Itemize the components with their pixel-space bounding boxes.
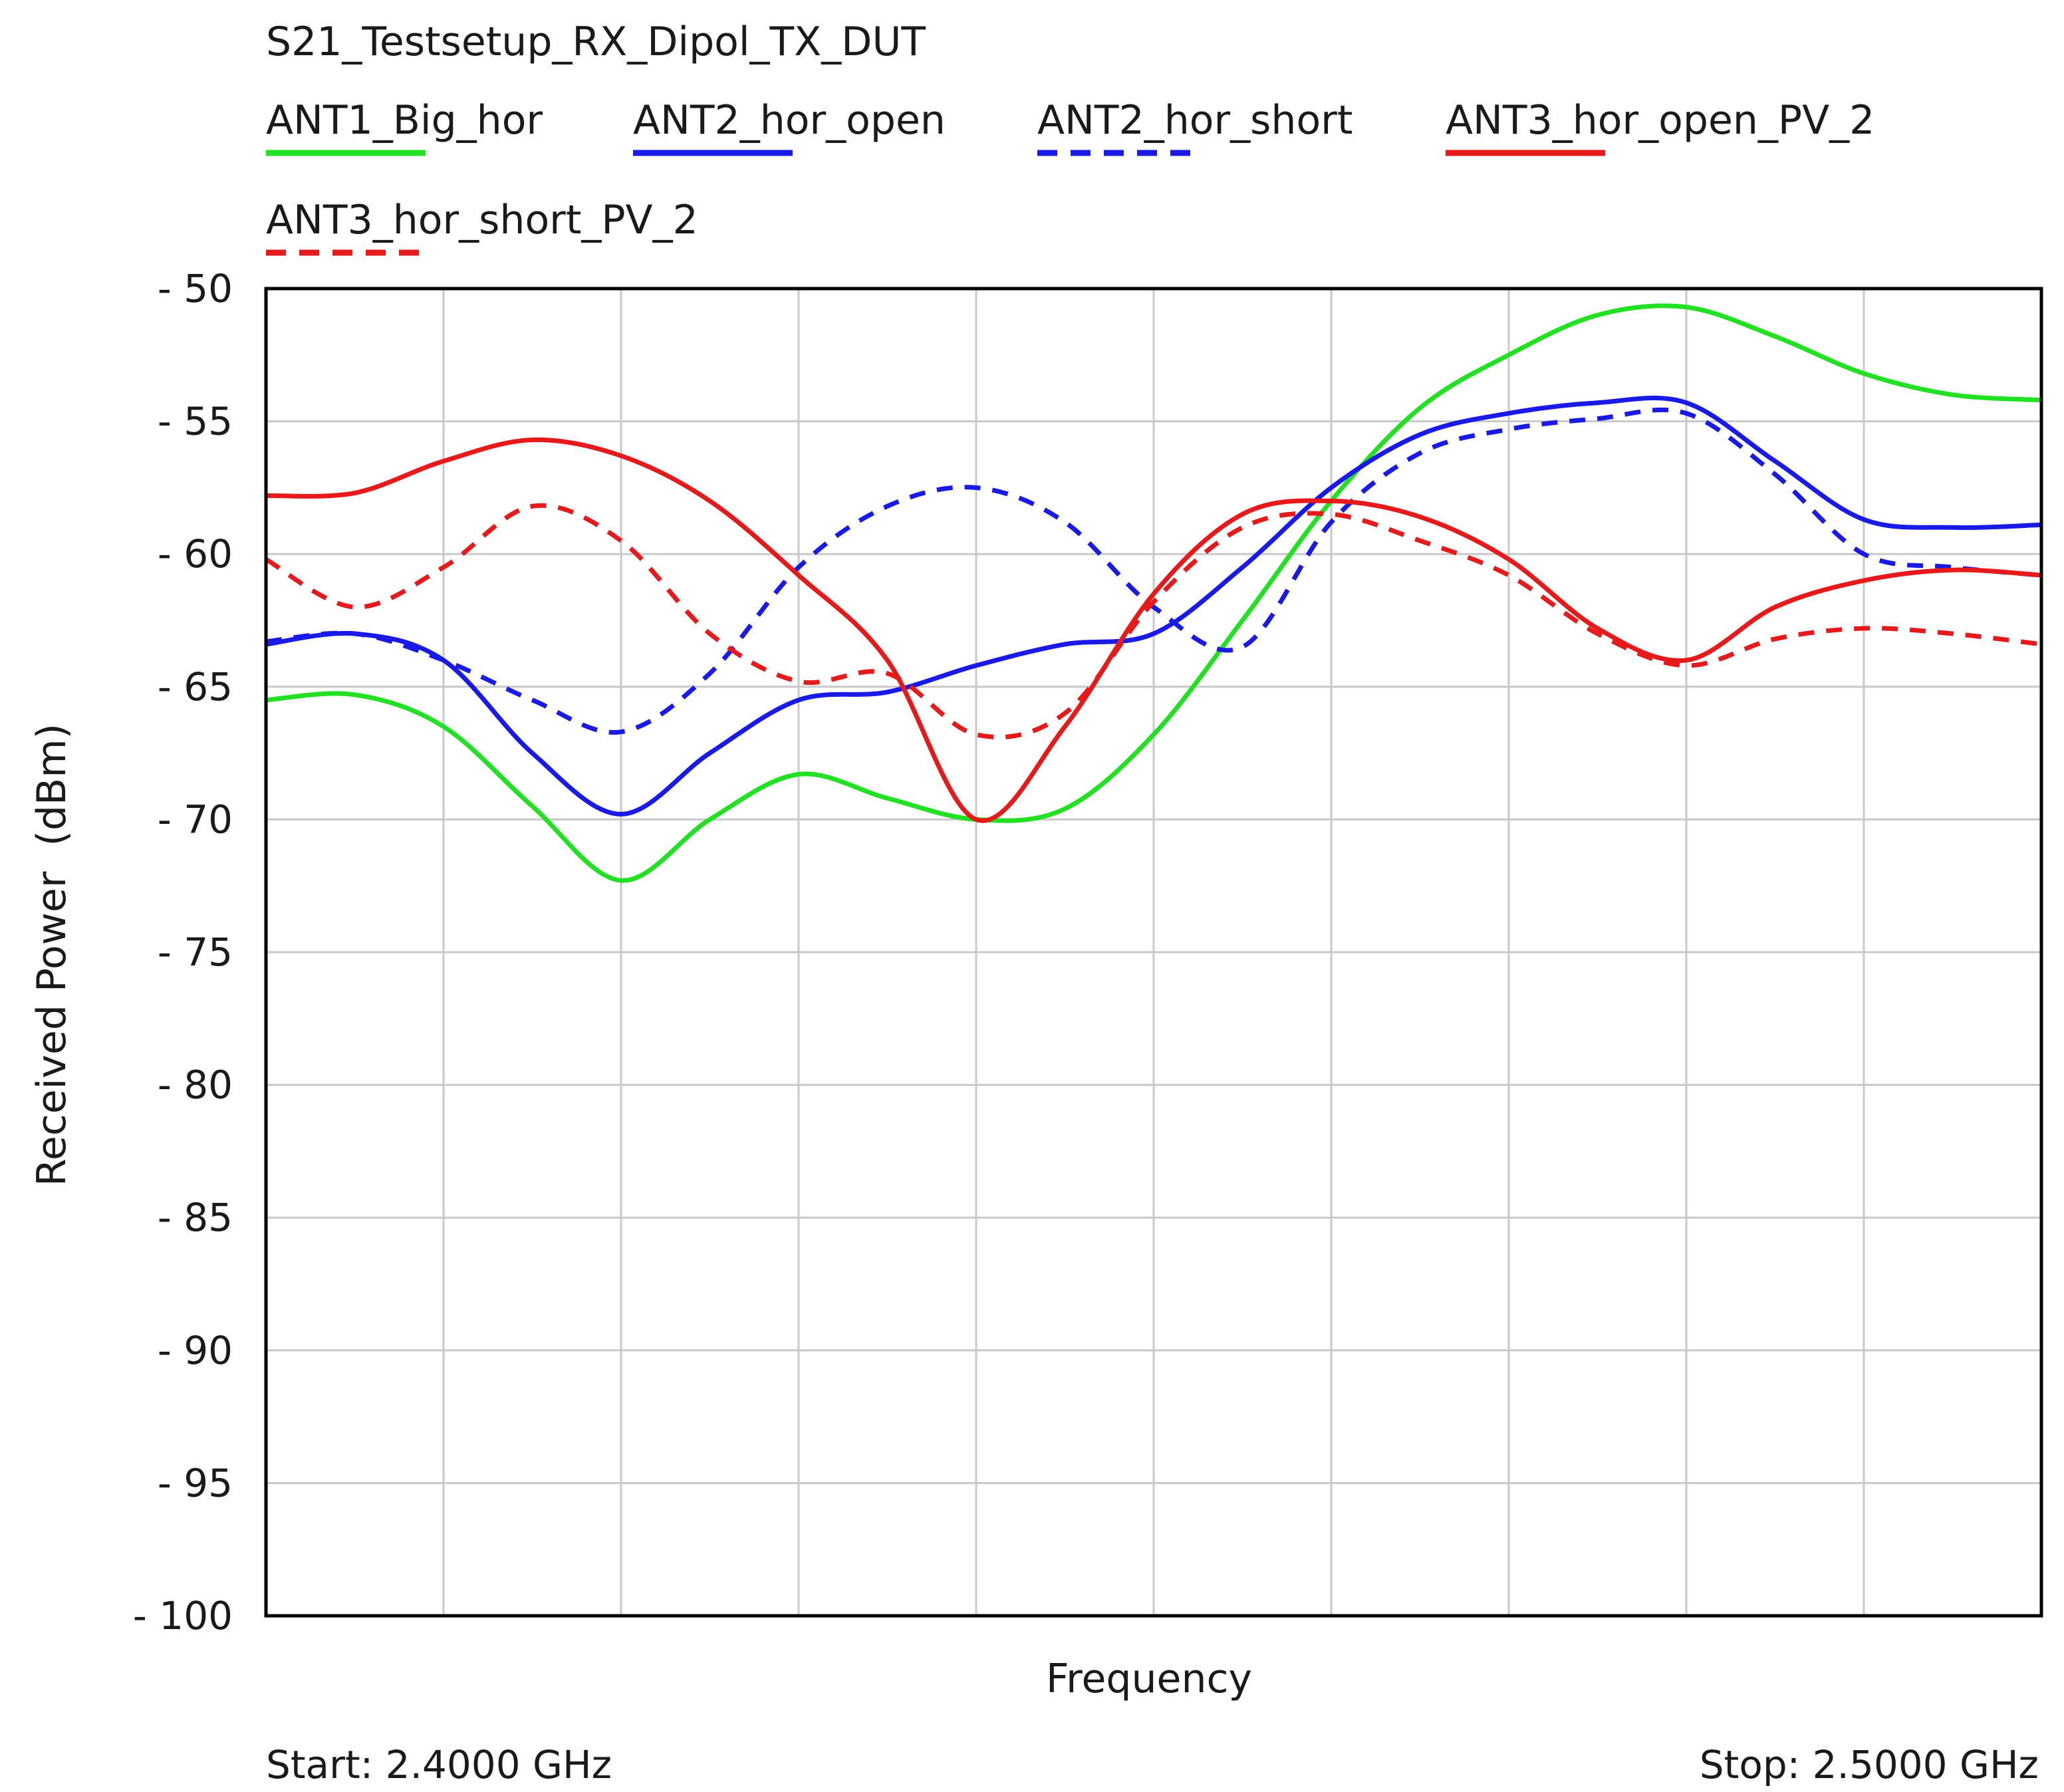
y-tick-label: - 60: [158, 531, 233, 576]
legend-swatch-dashed-red: [266, 249, 426, 256]
y-tick-label: - 100: [133, 1593, 233, 1638]
y-tick-label: - 75: [158, 930, 233, 975]
legend-item-ant2-hor-open: ANT2_hor_open: [633, 97, 946, 158]
series-lines: [265, 303, 2042, 883]
y-tick-label: - 95: [158, 1460, 233, 1505]
x-axis-label: Frequency: [1046, 1656, 1252, 1702]
legend-swatch-solid-red: [1446, 150, 1605, 156]
y-tick-label: - 70: [158, 797, 233, 842]
legend-item-ant3-hor-short-pv-2: ANT3_hor_short_PV_2: [266, 197, 698, 258]
legend-label: ANT1_Big_hor: [266, 97, 543, 144]
legend-swatch-dashed-blue: [1037, 150, 1197, 156]
y-tick-label: - 55: [158, 399, 233, 444]
legend-swatch-solid-blue: [633, 150, 793, 156]
grid-lines: [266, 289, 2041, 1616]
y-tick-label: - 65: [158, 664, 233, 709]
start-frequency-label: Start: 2.4000 GHz: [266, 1742, 612, 1787]
legend-item-ant1-big-hor: ANT1_Big_hor: [266, 97, 543, 158]
series-line-ant2-hor-short: [265, 407, 2042, 735]
legend-label: ANT2_hor_short: [1037, 97, 1353, 144]
y-tick-label: - 90: [158, 1328, 233, 1373]
chart-title: S21_Testsetup_RX_Dipol_TX_DUT: [266, 19, 926, 65]
series-line-ant2-hor-open: [265, 396, 2042, 817]
legend-label: ANT3_hor_open_PV_2: [1446, 97, 1875, 144]
y-tick-label: - 80: [158, 1063, 233, 1108]
legend-swatch-solid-green: [266, 150, 426, 156]
legend-item-ant2-hor-short: ANT2_hor_short: [1037, 97, 1353, 158]
legend-item-ant3-hor-open-pv-2: ANT3_hor_open_PV_2: [1446, 97, 1874, 158]
y-tick-label: - 50: [158, 266, 233, 311]
stop-frequency-label: Stop: 2.5000 GHz: [1699, 1742, 2039, 1787]
y-axis-label: Received Power (dBm): [29, 723, 75, 1187]
legend-label: ANT2_hor_open: [633, 97, 946, 144]
plot-frame: [264, 287, 2043, 1618]
y-tick-label: - 85: [158, 1195, 233, 1240]
series-line-ant3-hor-short-pv-2: [265, 503, 2042, 740]
series-line-ant3-hor-open-pv-2: [265, 437, 2042, 823]
series-line-ant1-big-hor: [265, 303, 2042, 883]
y-tick-labels: - 50 - 55 - 60 - 65 - 70 - 75 - 80 - 85 - 90 - 95…: [133, 266, 233, 1638]
legend-label: ANT3_hor_short_PV_2: [266, 197, 698, 243]
